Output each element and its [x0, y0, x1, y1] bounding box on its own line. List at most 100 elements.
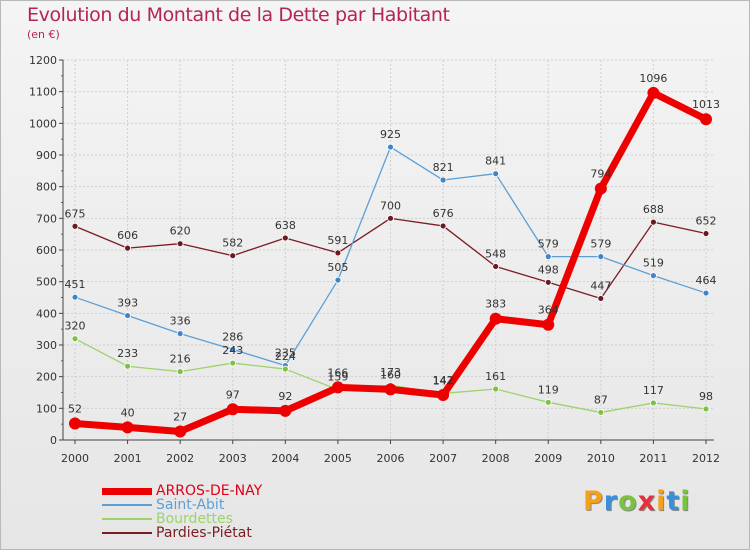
data-label: 1096 — [639, 72, 667, 85]
y-tick-label: 1100 — [29, 86, 57, 99]
data-point — [71, 293, 79, 301]
grid — [63, 59, 714, 441]
logo-letter: P — [583, 486, 604, 517]
data-label: 97 — [226, 388, 240, 401]
logo-letter: x — [637, 486, 657, 517]
data-point — [702, 230, 710, 237]
y-tick-label: 0 — [50, 434, 57, 447]
data-label: 548 — [485, 247, 506, 260]
data-point — [124, 362, 131, 370]
data-point — [542, 318, 555, 331]
logo-letter: r — [603, 486, 619, 517]
chart-unit: (en €) — [27, 28, 60, 41]
legend-item: Bourdettes — [102, 512, 262, 526]
data-label: 336 — [170, 315, 191, 328]
data-point — [279, 404, 292, 417]
data-label: 40 — [121, 406, 135, 419]
data-label: 92 — [278, 390, 292, 403]
data-point — [597, 253, 605, 261]
data-point — [71, 222, 79, 230]
x-tick-label: 2007 — [429, 452, 457, 465]
data-label: 582 — [222, 237, 243, 250]
legend-swatch — [102, 504, 152, 506]
data-label: 235 — [275, 347, 296, 360]
legend-item: Saint-Abit — [102, 498, 262, 512]
data-point — [544, 398, 552, 406]
legend-swatch — [102, 532, 152, 534]
data-point — [384, 383, 397, 396]
y-tick-label: 1200 — [29, 54, 57, 67]
y-tick-label: 300 — [36, 339, 57, 352]
data-point — [226, 403, 239, 416]
data-label: 233 — [117, 347, 138, 360]
data-point — [650, 399, 657, 407]
x-tick-label: 2009 — [534, 452, 562, 465]
data-point — [597, 295, 605, 302]
data-label: 1013 — [692, 98, 720, 111]
data-point — [489, 312, 502, 325]
x-tick-label: 2004 — [271, 452, 299, 465]
x-tick-label: 2001 — [114, 452, 142, 465]
legend-item: Pardies-Piétat — [102, 526, 262, 540]
data-point — [702, 289, 710, 297]
x-tick-label: 2012 — [692, 452, 720, 465]
logo-letter: i — [656, 486, 667, 517]
data-labels: 675 606 620 582 638 591 700 676 548 498 447 688 652 4… — [65, 72, 721, 424]
data-label: 579 — [590, 238, 611, 251]
x-tick-label: 2010 — [587, 452, 615, 465]
data-label: 160 — [380, 368, 401, 381]
data-point — [492, 385, 500, 393]
data-label: 159 — [327, 371, 348, 384]
data-point — [387, 214, 394, 222]
data-label: 52 — [68, 403, 82, 416]
legend-swatch — [102, 518, 152, 520]
data-point — [334, 276, 342, 284]
data-label: 606 — [117, 229, 138, 242]
data-label: 320 — [65, 320, 86, 333]
legend: ARROS-DE-NAY Saint-Abit Bourdettes Pardies-… — [102, 484, 262, 540]
y-tick-label: 1000 — [29, 117, 57, 130]
data-label: 224 — [275, 350, 296, 363]
data-point — [229, 359, 237, 367]
legend-label: Saint-Abit — [156, 497, 225, 513]
data-point — [121, 421, 134, 434]
data-label: 117 — [643, 384, 664, 397]
series-lines — [69, 86, 712, 438]
data-point — [331, 381, 344, 394]
data-label: 841 — [485, 155, 506, 168]
x-tick-label: 2003 — [219, 452, 247, 465]
data-label: 364 — [538, 304, 559, 317]
legend-label: ARROS-DE-NAY — [156, 483, 263, 499]
data-point — [647, 86, 660, 99]
data-label: 216 — [170, 353, 191, 366]
x-tick-label: 2005 — [324, 452, 352, 465]
data-label: 638 — [275, 219, 296, 232]
data-point — [229, 252, 237, 260]
x-tick-label: 2006 — [377, 452, 405, 465]
data-point — [387, 143, 394, 151]
data-label: 700 — [380, 199, 401, 212]
data-point — [71, 335, 79, 343]
data-label: 579 — [538, 238, 559, 251]
x-tick-label: 2002 — [166, 452, 194, 465]
data-label: 464 — [696, 274, 717, 287]
y-tick-label: 900 — [36, 149, 57, 162]
data-point — [544, 278, 552, 286]
data-label: 498 — [538, 263, 559, 276]
y-tick-label: 600 — [36, 244, 57, 257]
legend-swatch — [102, 487, 152, 495]
data-label: 451 — [65, 278, 86, 291]
data-label: 676 — [433, 207, 454, 220]
logo-letter: o — [618, 486, 638, 517]
data-label: 119 — [538, 383, 559, 396]
x-tick-label: 2008 — [482, 452, 510, 465]
data-label: 147 — [433, 374, 454, 387]
data-point — [650, 272, 657, 280]
data-point — [334, 249, 342, 257]
data-label: 173 — [380, 366, 401, 379]
data-point — [439, 222, 447, 230]
data-point — [594, 182, 607, 195]
data-point — [174, 425, 187, 438]
data-label: 243 — [222, 344, 243, 357]
data-label: 286 — [222, 330, 243, 343]
